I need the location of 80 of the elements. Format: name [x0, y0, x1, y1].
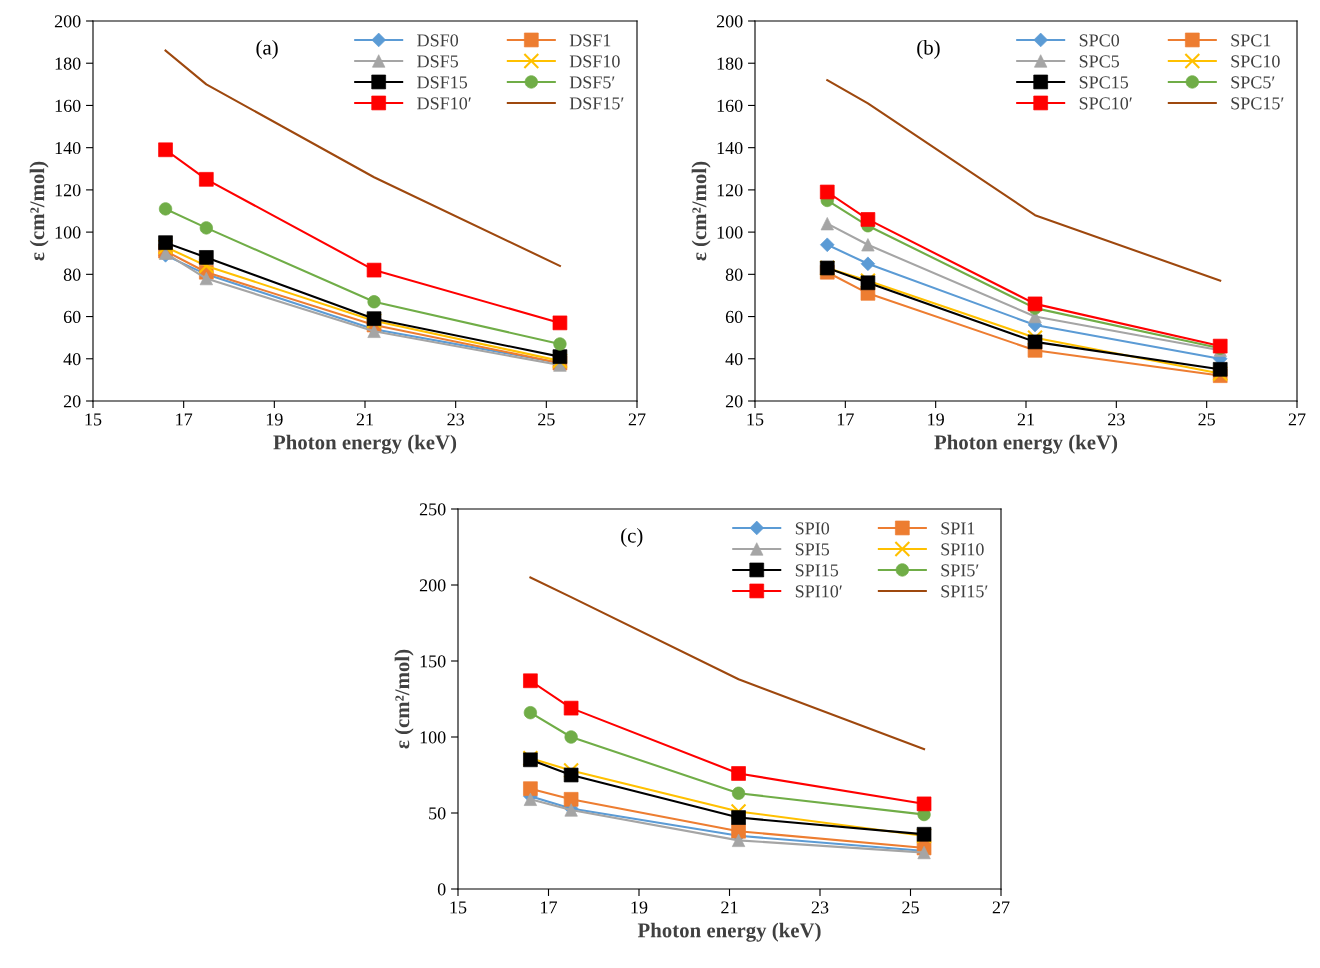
- x-tick-label: 25: [538, 413, 555, 426]
- y-axis-title: ε (cm²/mol): [394, 649, 414, 749]
- y-tick-label: 40: [63, 353, 81, 366]
- y-tick-label: 250: [419, 503, 446, 516]
- x-tick-label: 21: [356, 413, 373, 426]
- legend-label: SPI10′: [795, 585, 842, 598]
- x-tick-label: 23: [447, 413, 464, 426]
- legend-label: DSF5: [417, 55, 459, 68]
- y-tick-label: 180: [55, 57, 81, 70]
- x-axis-title: Photon energy (keV): [934, 434, 1118, 454]
- y-tick-label: 140: [717, 141, 743, 155]
- y-tick-label: 20: [63, 395, 81, 408]
- x-tick-label: 25: [1198, 413, 1215, 426]
- legend-label: SPC0: [1079, 34, 1120, 47]
- legend-label: SPC10: [1231, 55, 1280, 68]
- y-tick-label: 80: [63, 268, 81, 281]
- legend-label: SPC10′: [1079, 97, 1132, 110]
- y-tick-label: 200: [419, 579, 446, 592]
- x-tick-label: 17: [541, 901, 558, 914]
- y-tick-label: 200: [54, 15, 81, 28]
- legend-label: SPI10: [941, 543, 984, 556]
- legend-label: SPC15′: [1231, 97, 1284, 110]
- x-tick-label: 17: [176, 413, 193, 426]
- y-tick-label: 120: [717, 184, 743, 197]
- x-tick-label: 15: [747, 413, 764, 426]
- legend-label: SPI0: [795, 522, 830, 535]
- y-tick-label: 100: [717, 226, 743, 239]
- legend-label: DSF15: [417, 76, 468, 89]
- legend-label: DSF15′: [569, 97, 624, 110]
- y-tick-label: 80: [725, 268, 743, 281]
- x-tick-label: 27: [992, 901, 1010, 914]
- y-tick-label: 50: [429, 807, 446, 820]
- y-tick-label: 200: [716, 15, 743, 28]
- y-axis-title: ε (cm²/mol): [29, 161, 49, 261]
- x-tick-label: 21: [1017, 413, 1034, 426]
- legend-label: SPI15: [795, 564, 839, 577]
- text: (b): [917, 40, 940, 59]
- y-tick-label: 100: [420, 731, 446, 744]
- x-tick-label: 17: [837, 413, 854, 426]
- y-tick-label: 160: [717, 99, 743, 112]
- x-tick-label: 19: [266, 413, 283, 426]
- text: (c): [621, 528, 643, 547]
- legend-label: SPI5: [795, 543, 830, 556]
- x-tick-label: 15: [450, 901, 467, 914]
- legend-label: DSF0: [417, 34, 459, 47]
- y-axis-title: ε (cm²/mol): [691, 161, 711, 261]
- y-tick-label: 20: [725, 395, 743, 408]
- x-tick-label: 19: [631, 901, 648, 914]
- y-tick-label: 0: [437, 883, 446, 896]
- legend-label: SPC5′: [1231, 76, 1275, 89]
- legend-label: DSF10′: [417, 97, 471, 110]
- x-tick-label: 25: [902, 901, 919, 914]
- text: (a): [256, 40, 278, 59]
- x-tick-label: 15: [85, 413, 102, 426]
- legend-label: SPI15′: [941, 585, 988, 598]
- x-axis-title: Photon energy (keV): [273, 434, 457, 454]
- y-tick-label: 150: [420, 655, 446, 668]
- y-tick-label: 60: [63, 310, 81, 323]
- y-tick-label: 160: [55, 99, 81, 112]
- y-tick-label: 100: [55, 226, 81, 239]
- y-tick-label: 140: [55, 141, 81, 155]
- legend-label: SPC5: [1079, 55, 1120, 68]
- legend-label: DSF5′: [569, 76, 615, 89]
- x-axis-title: Photon energy (keV): [637, 922, 821, 942]
- legend-label: SPC15: [1079, 76, 1129, 89]
- x-tick-label: 21: [721, 901, 738, 914]
- y-tick-label: 40: [725, 353, 743, 366]
- x-tick-label: 27: [628, 413, 646, 426]
- legend-label: SPI5′: [941, 564, 979, 577]
- legend-label: SPC1: [1231, 34, 1271, 47]
- y-tick-label: 120: [55, 184, 81, 197]
- x-tick-label: 19: [928, 413, 944, 426]
- y-tick-label: 180: [717, 57, 743, 70]
- y-tick-label: 60: [725, 310, 743, 323]
- x-tick-label: 23: [1108, 413, 1125, 426]
- x-tick-label: 23: [811, 901, 829, 914]
- legend-label: DSF10: [569, 55, 620, 68]
- x-tick-label: 27: [1288, 413, 1306, 426]
- legend-label: SPI1: [941, 522, 975, 535]
- legend-label: DSF1: [569, 34, 611, 47]
